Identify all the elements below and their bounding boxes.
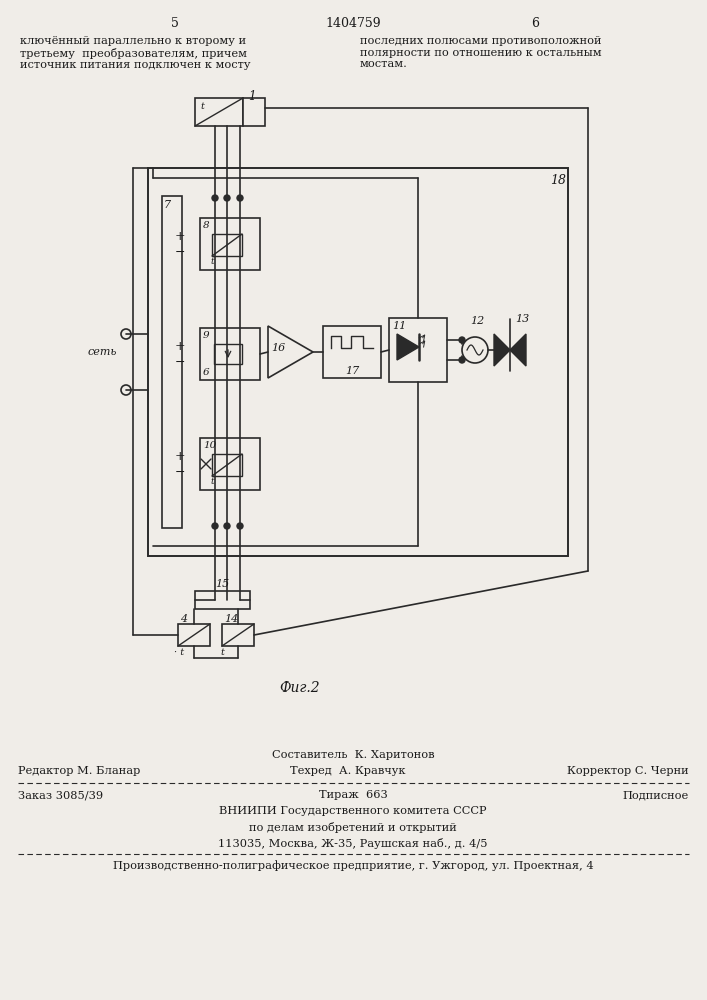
Text: Корректор С. Черни: Корректор С. Черни: [568, 766, 689, 776]
Text: 14: 14: [224, 614, 238, 624]
Circle shape: [237, 195, 243, 201]
Circle shape: [459, 337, 465, 343]
Circle shape: [224, 523, 230, 529]
Text: 7: 7: [164, 200, 171, 210]
Text: t: t: [211, 257, 215, 266]
Circle shape: [224, 195, 230, 201]
Text: 12: 12: [470, 316, 484, 326]
Text: Производственно-полиграфическое предприятие, г. Ужгород, ул. Проектная, 4: Производственно-полиграфическое предприя…: [112, 860, 593, 871]
Bar: [200, 438, 260, 490]
Bar: [214, 344, 242, 364]
Text: 8: 8: [203, 221, 209, 230]
Text: Тираж  663: Тираж 663: [319, 790, 387, 800]
Text: t: t: [211, 477, 215, 486]
Text: ВНИИПИ Государственного комитета СССР: ВНИИПИ Государственного комитета СССР: [219, 806, 486, 816]
Circle shape: [459, 357, 465, 363]
Text: 10: 10: [203, 441, 216, 450]
Text: по делам изобретений и открытий: по делам изобретений и открытий: [249, 822, 457, 833]
Bar: [212, 234, 242, 256]
Polygon shape: [494, 334, 510, 366]
Text: 9: 9: [203, 331, 209, 340]
Bar: [323, 326, 381, 378]
Polygon shape: [510, 334, 526, 366]
Text: Составитель  К. Харитонов: Составитель К. Харитонов: [271, 750, 434, 760]
Bar: [389, 318, 447, 382]
Bar: [162, 196, 182, 528]
Text: −: −: [175, 466, 185, 479]
Text: Заказ 3085/39: Заказ 3085/39: [18, 790, 103, 800]
Polygon shape: [397, 334, 419, 360]
Text: ключённый параллельно к второму и
третьему  преобразователям, причем
источник пи: ключённый параллельно к второму и третье…: [20, 36, 250, 70]
Text: t: t: [200, 102, 204, 111]
Text: · t: · t: [174, 648, 184, 657]
Bar: [195, 591, 250, 609]
Text: t: t: [220, 648, 224, 657]
Bar: [195, 98, 243, 126]
Text: 11: 11: [392, 321, 407, 331]
Circle shape: [237, 523, 243, 529]
Text: Фиг.2: Фиг.2: [280, 681, 320, 695]
Text: 4: 4: [180, 614, 187, 624]
Text: 16: 16: [271, 343, 285, 353]
Text: 17: 17: [345, 366, 359, 376]
Bar: [200, 328, 260, 380]
Text: 1: 1: [248, 90, 255, 103]
Bar: [212, 454, 242, 476]
Bar: [243, 98, 265, 126]
Text: +: +: [175, 450, 185, 463]
Text: 13: 13: [515, 314, 530, 324]
Text: +: +: [175, 340, 185, 353]
Text: сеть: сеть: [88, 347, 117, 357]
Bar: [200, 218, 260, 270]
Circle shape: [212, 195, 218, 201]
Circle shape: [212, 523, 218, 529]
Bar: [148, 168, 568, 556]
Text: 6: 6: [531, 17, 539, 30]
Text: Редактор М. Бланар: Редактор М. Бланар: [18, 766, 141, 776]
Text: Подписное: Подписное: [623, 790, 689, 800]
Text: −: −: [175, 246, 185, 259]
Text: Техред  А. Кравчук: Техред А. Кравчук: [290, 766, 406, 776]
Text: 1404759: 1404759: [325, 17, 381, 30]
Text: последних полюсами противоположной
полярности по отношению к остальным
мостам.: последних полюсами противоположной поляр…: [360, 36, 602, 69]
Bar: [178, 624, 210, 646]
Text: 15: 15: [215, 579, 229, 589]
Text: −: −: [175, 356, 185, 369]
Text: +: +: [175, 230, 185, 243]
Text: 18: 18: [550, 174, 566, 187]
Text: 5: 5: [171, 17, 179, 30]
Text: 113035, Москва, Ж-35, Раушская наб., д. 4/5: 113035, Москва, Ж-35, Раушская наб., д. …: [218, 838, 488, 849]
Bar: [222, 624, 254, 646]
Text: 6: 6: [203, 368, 209, 377]
